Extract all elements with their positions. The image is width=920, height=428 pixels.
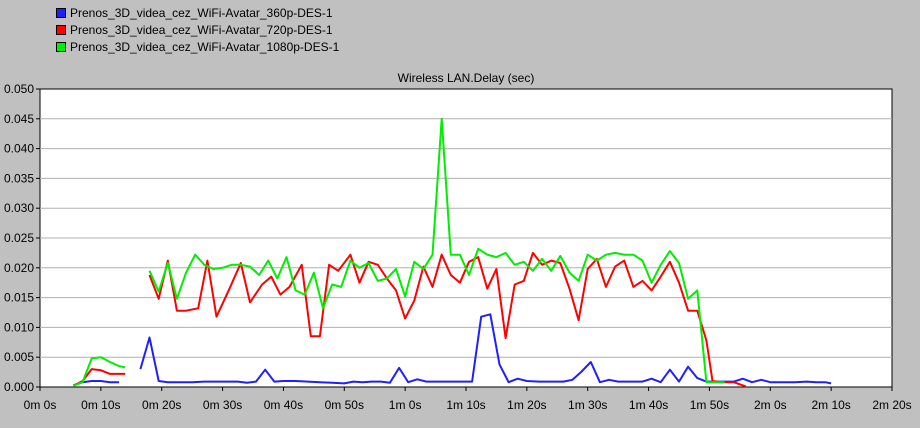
x-tick-label: 0m 30s: [203, 398, 242, 412]
x-tick-label: 1m 10s: [446, 398, 485, 412]
y-tick-label: 0.040: [4, 142, 34, 156]
grid-lines: [40, 118, 892, 358]
legend-swatch-360p: [56, 7, 66, 18]
legend-label-720p: Prenos_3D_videa_cez_WiFi-Avatar_720p-DES…: [70, 22, 333, 37]
y-tick-label: 0.045: [4, 112, 34, 126]
x-tick-label: 0m 40s: [264, 398, 303, 412]
series-line: [148, 251, 747, 388]
legend-swatch-720p: [56, 24, 66, 35]
legend-item-720p: Prenos_3D_videa_cez_WiFi-Avatar_720p-DES…: [56, 21, 339, 38]
series-lines: [73, 117, 832, 388]
legend-item-1080p: Prenos_3D_videa_cez_WiFi-Avatar_1080p-DE…: [56, 38, 339, 55]
series-line: [73, 356, 126, 387]
x-tick-label: 0m 10s: [81, 398, 120, 412]
x-tick-label: 1m 40s: [629, 398, 668, 412]
y-tick-label: 0.005: [4, 350, 34, 364]
x-tick-label: 0m 50s: [325, 398, 364, 412]
legend-label-360p: Prenos_3D_videa_cez_WiFi-Avatar_360p-DES…: [70, 5, 333, 20]
x-tick-label: 1m 30s: [568, 398, 607, 412]
chart-title: Wireless LAN.Delay (sec): [398, 71, 535, 85]
x-tick-label: 0m 20s: [142, 398, 181, 412]
legend-item-360p: Prenos_3D_videa_cez_WiFi-Avatar_360p-DES…: [56, 4, 339, 21]
series-line: [148, 117, 725, 384]
chart-legend: Prenos_3D_videa_cez_WiFi-Avatar_360p-DES…: [56, 4, 339, 55]
x-tick-label: 2m 10s: [811, 398, 850, 412]
y-tick-label: 0.030: [4, 201, 34, 215]
x-tick-label: 2m 20s: [872, 398, 911, 412]
y-tick-label: 0.015: [4, 291, 34, 305]
x-axis: 0m 0s 0m 10s 0m 20s 0m 30s 0m 40s 0m 50s 1m 0s…: [24, 387, 912, 412]
y-tick-label: 0.000: [4, 380, 34, 394]
legend-label-1080p: Prenos_3D_videa_cez_WiFi-Avatar_1080p-DE…: [70, 39, 340, 54]
y-tick-label: 0.035: [4, 171, 34, 185]
x-tick-label: 1m 0s: [389, 398, 422, 412]
legend-swatch-1080p: [56, 41, 66, 52]
x-tick-label: 1m 20s: [507, 398, 546, 412]
x-tick-label: 0m 0s: [24, 398, 57, 412]
y-tick-label: 0.050: [4, 82, 34, 96]
series-2: [73, 117, 725, 387]
x-tick-label: 2m 0s: [754, 398, 787, 412]
x-tick-label: 1m 50s: [690, 398, 729, 412]
y-axis: 0.000 0.005 0.010 0.015 0.020 0.025 0.030 0.035…: [4, 82, 40, 394]
y-tick-label: 0.010: [4, 320, 34, 334]
y-tick-label: 0.025: [4, 231, 34, 245]
y-tick-label: 0.020: [4, 261, 34, 275]
